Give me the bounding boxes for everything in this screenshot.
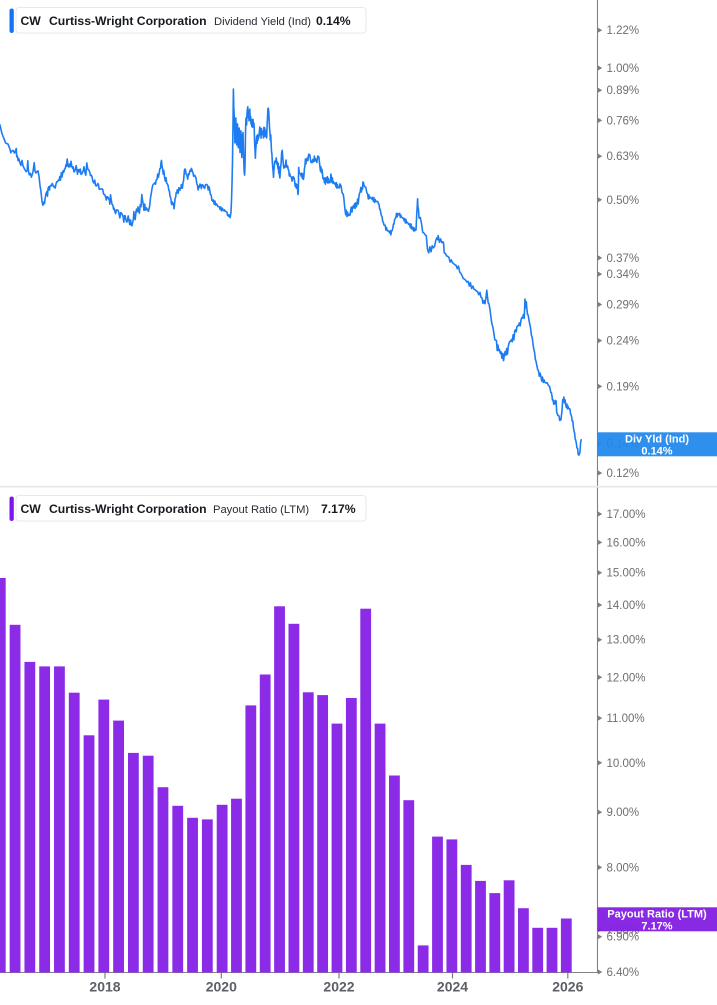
svg-text:Div Yld (Ind): Div Yld (Ind) bbox=[625, 434, 689, 446]
svg-text:15.00%: 15.00% bbox=[607, 568, 646, 580]
svg-text:2022: 2022 bbox=[323, 979, 354, 995]
svg-text:6.90%: 6.90% bbox=[607, 932, 640, 944]
svg-text:8.00%: 8.00% bbox=[607, 862, 640, 874]
svg-text:CW: CW bbox=[21, 502, 42, 516]
svg-text:0.12%: 0.12% bbox=[607, 468, 640, 480]
svg-text:Payout Ratio (LTM): Payout Ratio (LTM) bbox=[607, 909, 707, 921]
svg-text:1.00%: 1.00% bbox=[607, 63, 640, 75]
svg-text:0.63%: 0.63% bbox=[607, 151, 640, 163]
svg-text:0.29%: 0.29% bbox=[607, 300, 640, 312]
svg-text:2026: 2026 bbox=[552, 979, 583, 995]
svg-text:0.76%: 0.76% bbox=[607, 115, 640, 127]
svg-text:0.50%: 0.50% bbox=[607, 195, 640, 207]
svg-text:2024: 2024 bbox=[437, 979, 468, 995]
svg-text:0.34%: 0.34% bbox=[607, 269, 640, 281]
svg-text:13.00%: 13.00% bbox=[607, 635, 646, 647]
svg-text:2020: 2020 bbox=[206, 979, 237, 995]
svg-text:17.00%: 17.00% bbox=[607, 509, 646, 521]
svg-text:2018: 2018 bbox=[89, 979, 120, 995]
svg-text:CW: CW bbox=[21, 14, 42, 28]
svg-text:16.00%: 16.00% bbox=[607, 537, 646, 549]
svg-text:6.40%: 6.40% bbox=[607, 967, 640, 979]
svg-text:9.00%: 9.00% bbox=[607, 807, 640, 819]
svg-text:Payout Ratio (LTM): Payout Ratio (LTM) bbox=[213, 504, 309, 516]
svg-text:0.19%: 0.19% bbox=[607, 381, 640, 393]
svg-text:0.14%: 0.14% bbox=[641, 446, 672, 458]
svg-text:12.00%: 12.00% bbox=[607, 672, 646, 684]
svg-text:7.17%: 7.17% bbox=[321, 502, 356, 516]
svg-text:14.00%: 14.00% bbox=[607, 600, 646, 612]
svg-text:7.17%: 7.17% bbox=[641, 921, 672, 933]
svg-text:0.14%: 0.14% bbox=[316, 14, 351, 28]
svg-text:11.00%: 11.00% bbox=[607, 713, 645, 725]
svg-text:Curtiss-Wright Corporation: Curtiss-Wright Corporation bbox=[49, 14, 207, 28]
svg-text:0.37%: 0.37% bbox=[607, 253, 640, 265]
svg-text:10.00%: 10.00% bbox=[607, 758, 646, 770]
svg-text:0.24%: 0.24% bbox=[607, 336, 640, 348]
svg-text:Curtiss-Wright Corporation: Curtiss-Wright Corporation bbox=[49, 502, 207, 516]
svg-text:0.89%: 0.89% bbox=[607, 85, 640, 97]
svg-text:Dividend Yield (Ind): Dividend Yield (Ind) bbox=[214, 16, 311, 28]
svg-text:1.22%: 1.22% bbox=[607, 25, 640, 37]
